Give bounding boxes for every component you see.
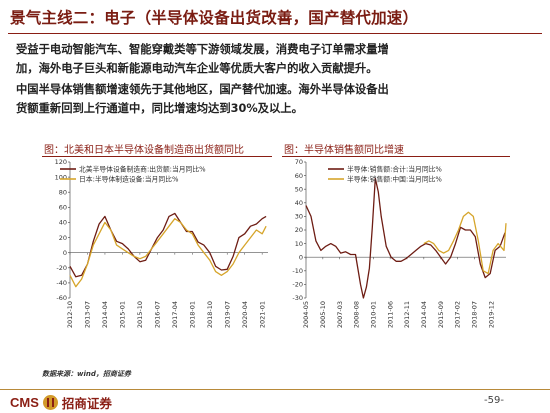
paragraph-consumer-electronics: 受益于电动智能汽车、智能穿戴类等下游领域发展，消费电子订单需求量增 加，海外电子… [16, 40, 538, 78]
page-number: -59- [484, 395, 504, 406]
y-tick-label: 20 [59, 234, 67, 242]
footer-divider [0, 389, 550, 390]
y-tick-label: -60 [56, 294, 67, 302]
x-tick-label: 2018-07 [471, 301, 479, 328]
legend-label: 半导体:销售额:中国:当月同比% [347, 175, 442, 184]
x-tick-label: 2015-09 [437, 301, 445, 328]
x-tick-label: 2014-04 [101, 301, 109, 328]
chart2-title: 图：半导体销售额同比增速 [284, 145, 404, 156]
logo-cms-text: CMS [10, 394, 39, 410]
x-tick-label: 2015-10 [136, 301, 144, 328]
x-tick-label: 2019-07 [223, 301, 231, 328]
series-line [305, 177, 506, 299]
paragraph-line: 中国半导体销售额增速领先于其他地区，国产替代加速。海外半导体设备出 [16, 83, 389, 96]
y-tick-label: 40 [59, 219, 67, 227]
y-tick-label: -30 [292, 294, 303, 302]
y-tick-label: 20 [295, 226, 303, 234]
y-tick-label: 0 [63, 249, 67, 257]
chart2-title-rule [282, 156, 510, 157]
x-tick-label: 2020-04 [241, 301, 249, 328]
title-divider [8, 33, 542, 34]
company-logo: CMS 招商证券 [10, 392, 112, 412]
series-line [423, 211, 507, 275]
y-tick-label: -10 [292, 267, 303, 275]
x-tick-label: 2011-06 [386, 301, 394, 328]
y-tick-label: 120 [55, 158, 67, 166]
y-tick-label: 50 [295, 185, 303, 193]
page-title: 景气主线二：电子（半导体设备出货改善，国产替代加速） [10, 9, 419, 27]
data-source-note: 数据来源：wind，招商证券 [42, 370, 131, 378]
y-tick-label: 0 [299, 253, 303, 261]
logo-mark-icon [42, 394, 58, 410]
y-tick-label: -20 [292, 281, 303, 289]
x-tick-label: 2018-01 [188, 301, 196, 328]
x-tick-label: 2014-04 [420, 301, 428, 328]
y-tick-label: 80 [59, 188, 67, 196]
y-tick-label: 30 [295, 213, 303, 221]
y-tick-label: 40 [295, 199, 303, 207]
x-tick-label: 2010-01 [370, 301, 378, 328]
legend-label: 半导体:销售额:合计:当月同比% [347, 165, 442, 174]
x-tick-label: 2015-01 [119, 301, 127, 328]
x-tick-label: 2019-12 [487, 301, 495, 328]
paragraph-line: 货额重新回到上行通道中，同比增速均达到30%及以上。 [16, 102, 303, 115]
y-tick-label: 10 [295, 240, 303, 248]
logo-company-name: 招商证券 [61, 395, 112, 411]
series-line [69, 218, 267, 288]
y-tick-label: 70 [295, 158, 303, 166]
x-tick-label: 2017-02 [454, 301, 462, 328]
x-tick-label: 2012-11 [403, 301, 411, 328]
x-tick-label: 2021-01 [258, 301, 266, 328]
paragraph-line: 受益于电动智能汽车、智能穿戴类等下游领域发展，消费电子订单需求量增 [16, 43, 389, 56]
chart-semiconductor-sales-yoy: -30 -20 -10 0 10 20 30 40 50 60 70 2004-05 2005-10 20… [292, 158, 507, 328]
paragraph-line: 加，海外电子巨头和新能源电动汽车企业等优质大客户的收入贡献提升。 [16, 62, 378, 75]
x-tick-label: 2005-10 [319, 301, 327, 328]
legend-label: 北美半导体设备制造商:出货额:当月同比% [79, 165, 206, 174]
x-tick-label: 2004-05 [302, 301, 310, 328]
x-tick-label: 2018-10 [206, 301, 214, 328]
legend-label: 日本:半导体制造设备:当月同比% [79, 175, 179, 184]
y-tick-label: 100 [55, 173, 67, 181]
chart1-title: 图：北美和日本半导体设备制造商出货额同比 [44, 145, 244, 156]
chart1-title-rule [42, 156, 272, 157]
y-tick-label: -20 [56, 264, 67, 272]
x-tick-label: 2016-07 [154, 301, 162, 328]
y-tick-label: -40 [56, 279, 67, 287]
chart-shipment-yoy: -60 -40 -20 0 20 40 60 80 100 120 2012-10 2013-07 20… [55, 158, 268, 328]
series-line [69, 212, 267, 278]
paragraph-semiconductor: 中国半导体销售额增速领先于其他地区，国产替代加速。海外半导体设备出 货额重新回到… [16, 80, 538, 118]
x-tick-label: 2008-08 [353, 301, 361, 328]
y-tick-label: 60 [59, 204, 67, 212]
x-tick-label: 2013-07 [84, 301, 92, 328]
x-tick-label: 2007-03 [336, 301, 344, 328]
x-tick-label: 2012-10 [66, 301, 74, 328]
y-tick-label: 60 [295, 172, 303, 180]
x-tick-label: 2017-04 [171, 301, 179, 328]
